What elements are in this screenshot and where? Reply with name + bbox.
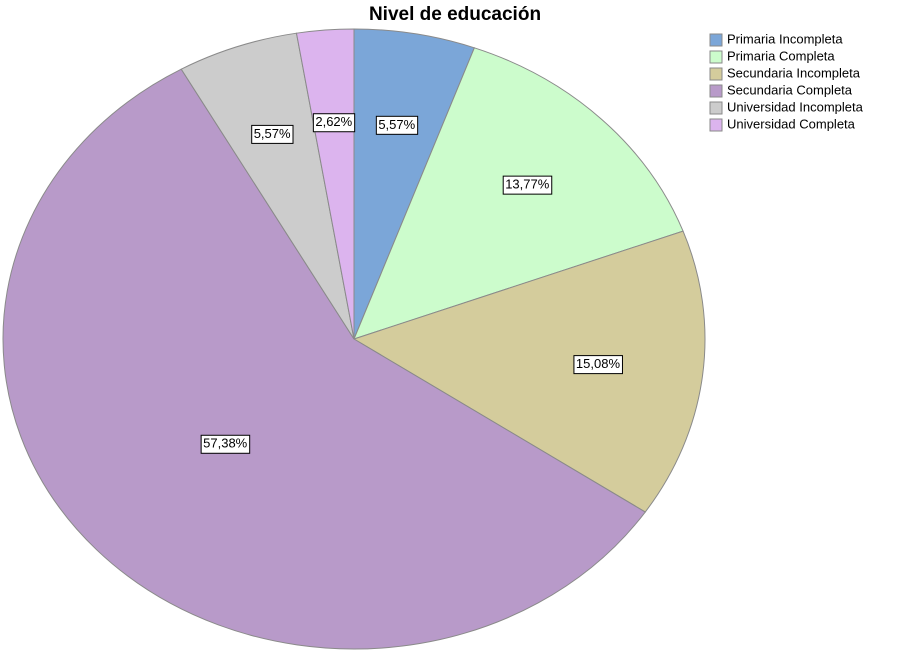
chart-title: Nivel de educación — [369, 4, 541, 25]
data-label-box — [312, 113, 356, 133]
data-label-text: 57,38% — [203, 436, 248, 451]
data-label: 57,38% — [200, 434, 251, 454]
data-label-text: 15,08% — [576, 356, 621, 371]
data-label-text: 5,57% — [254, 126, 291, 141]
legend-label: Universidad Incompleta — [727, 99, 864, 114]
data-label: 15,08% — [573, 355, 623, 375]
legend-swatch — [709, 118, 723, 132]
data-label-text: 5,57% — [378, 117, 415, 132]
data-label: 2,62% — [312, 113, 356, 133]
data-label-box — [251, 124, 294, 144]
legend-label: Primaria Completa — [727, 48, 835, 63]
legend-label: Primaria Incompleta — [727, 31, 843, 46]
data-label: 5,57% — [251, 124, 294, 144]
data-label-text: 13,77% — [505, 177, 550, 192]
data-label-box — [573, 355, 623, 375]
legend-label: Secundaria Completa — [727, 82, 853, 97]
legend-swatch — [709, 84, 723, 98]
pie-slice — [2, 68, 646, 650]
data-label-box — [375, 115, 419, 135]
pie-slice — [295, 28, 355, 340]
legend-swatch — [709, 50, 723, 64]
legend-swatch — [709, 33, 723, 47]
legend-swatch — [709, 101, 723, 115]
pie-slice — [352, 230, 706, 513]
legend-label: Secundaria Incompleta — [727, 65, 861, 80]
legend-swatch — [709, 67, 723, 81]
data-label: 5,57% — [375, 115, 419, 135]
data-label: 13,77% — [502, 175, 553, 195]
data-label-text: 2,62% — [315, 114, 352, 129]
legend-label: Universidad Completa — [727, 116, 856, 131]
data-label-box — [200, 434, 251, 454]
data-label-box — [502, 175, 553, 195]
